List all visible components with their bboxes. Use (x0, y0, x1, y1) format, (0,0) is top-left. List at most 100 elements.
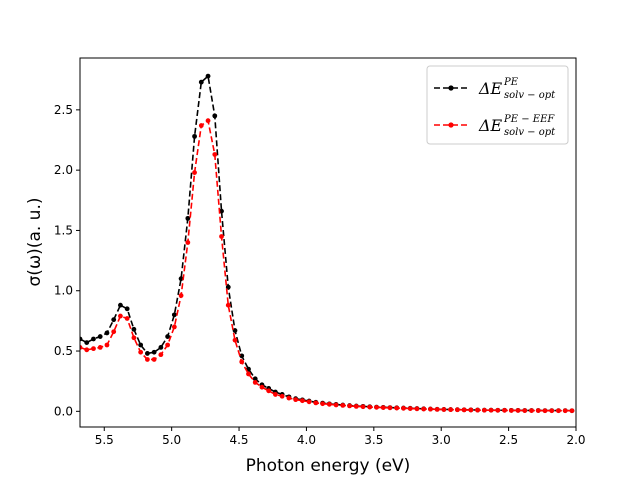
y-tick-label: 0.0 (54, 404, 73, 418)
data-point (151, 349, 157, 355)
data-point (293, 397, 299, 403)
data-point (151, 357, 157, 362)
data-point (502, 407, 507, 413)
data-point (171, 312, 177, 318)
data-point (401, 405, 406, 411)
x-axis-label: Photon energy (eV) (246, 456, 411, 476)
series-layer (80, 73, 575, 414)
data-point (259, 384, 265, 390)
x-axis-ticks: 5.5 5.0 4.5 4.0 3.5 3.0 2.5 2.0 (95, 427, 586, 447)
data-point (118, 313, 123, 319)
data-point (138, 342, 144, 348)
data-point (340, 403, 346, 408)
y-axis-label: σ(ω)(a. u.) (25, 198, 45, 287)
data-point (428, 406, 433, 412)
data-point (508, 408, 514, 413)
x-tick-label: 5.5 (95, 433, 114, 447)
legend-superscript: PE − EEF (503, 114, 555, 125)
data-point (212, 113, 218, 119)
data-point (144, 357, 150, 362)
data-point (495, 407, 501, 413)
data-point (118, 302, 123, 308)
legend-marker (448, 122, 454, 128)
data-point (97, 334, 103, 339)
y-tick-label: 1.0 (54, 284, 73, 298)
data-point (144, 351, 150, 356)
data-point (448, 407, 454, 413)
data-point (178, 293, 184, 298)
data-point (192, 133, 197, 139)
data-point (522, 408, 528, 413)
data-point (481, 407, 487, 413)
legend-entry-2: ΔE PE − EEF solv − opt (434, 114, 556, 138)
data-point (84, 347, 90, 353)
data-point (549, 408, 555, 414)
data-point (374, 404, 379, 410)
data-point (185, 240, 191, 245)
data-point (246, 371, 251, 377)
data-point (171, 324, 177, 330)
data-point (394, 405, 400, 411)
data-point (232, 337, 238, 343)
data-point (84, 340, 90, 345)
plot-frame (79, 57, 577, 428)
legend-subscript: solv − opt (504, 127, 556, 138)
data-point (273, 392, 278, 397)
data-point (333, 402, 339, 408)
data-point (225, 302, 231, 308)
x-tick-label: 3.5 (364, 433, 383, 447)
data-point (158, 352, 164, 358)
legend-marker (448, 85, 454, 91)
data-point (434, 406, 440, 412)
data-point (367, 404, 373, 410)
data-point (91, 336, 96, 342)
legend-subscript: solv − opt (504, 90, 556, 101)
data-point (124, 316, 130, 321)
data-point (158, 345, 164, 350)
legend-entry-1: ΔE PE solv − opt (434, 77, 556, 101)
data-point (562, 408, 568, 414)
data-point (131, 326, 137, 332)
data-point (441, 407, 447, 412)
data-point (542, 408, 548, 414)
data-point (515, 408, 521, 413)
data-point (306, 399, 312, 405)
data-point (111, 329, 117, 335)
data-point (475, 407, 481, 413)
data-point (192, 170, 197, 175)
data-point (421, 406, 427, 412)
data-point (124, 306, 130, 312)
x-tick-label: 2.5 (499, 433, 518, 447)
data-point (185, 215, 191, 221)
data-point (556, 408, 561, 414)
data-point (198, 123, 204, 128)
data-point (239, 353, 245, 359)
legend-superscript: PE (503, 77, 519, 88)
x-tick-label: 4.5 (229, 433, 248, 447)
data-point (286, 395, 292, 401)
data-point (320, 401, 326, 407)
data-point (80, 336, 83, 342)
data-point (360, 404, 366, 410)
data-point (97, 345, 103, 350)
x-tick-label: 2.0 (566, 433, 585, 447)
data-point (407, 406, 413, 411)
y-tick-label: 0.5 (54, 344, 73, 358)
data-point (205, 118, 211, 124)
data-point (252, 379, 258, 385)
data-point (131, 335, 137, 341)
data-point (212, 152, 218, 157)
data-point (468, 407, 474, 413)
y-tick-label: 2.5 (54, 103, 73, 117)
data-point (198, 79, 204, 85)
x-tick-label: 4.0 (297, 433, 316, 447)
data-point (535, 408, 541, 413)
y-axis-ticks: 0.0 0.5 1.0 1.5 2.0 2.5 (54, 103, 80, 418)
legend-label: ΔE (478, 79, 503, 98)
legend-label: ΔE (478, 116, 503, 135)
data-point (232, 328, 238, 333)
data-point (353, 403, 359, 409)
y-tick-label: 2.0 (54, 163, 73, 177)
data-point (414, 406, 420, 412)
